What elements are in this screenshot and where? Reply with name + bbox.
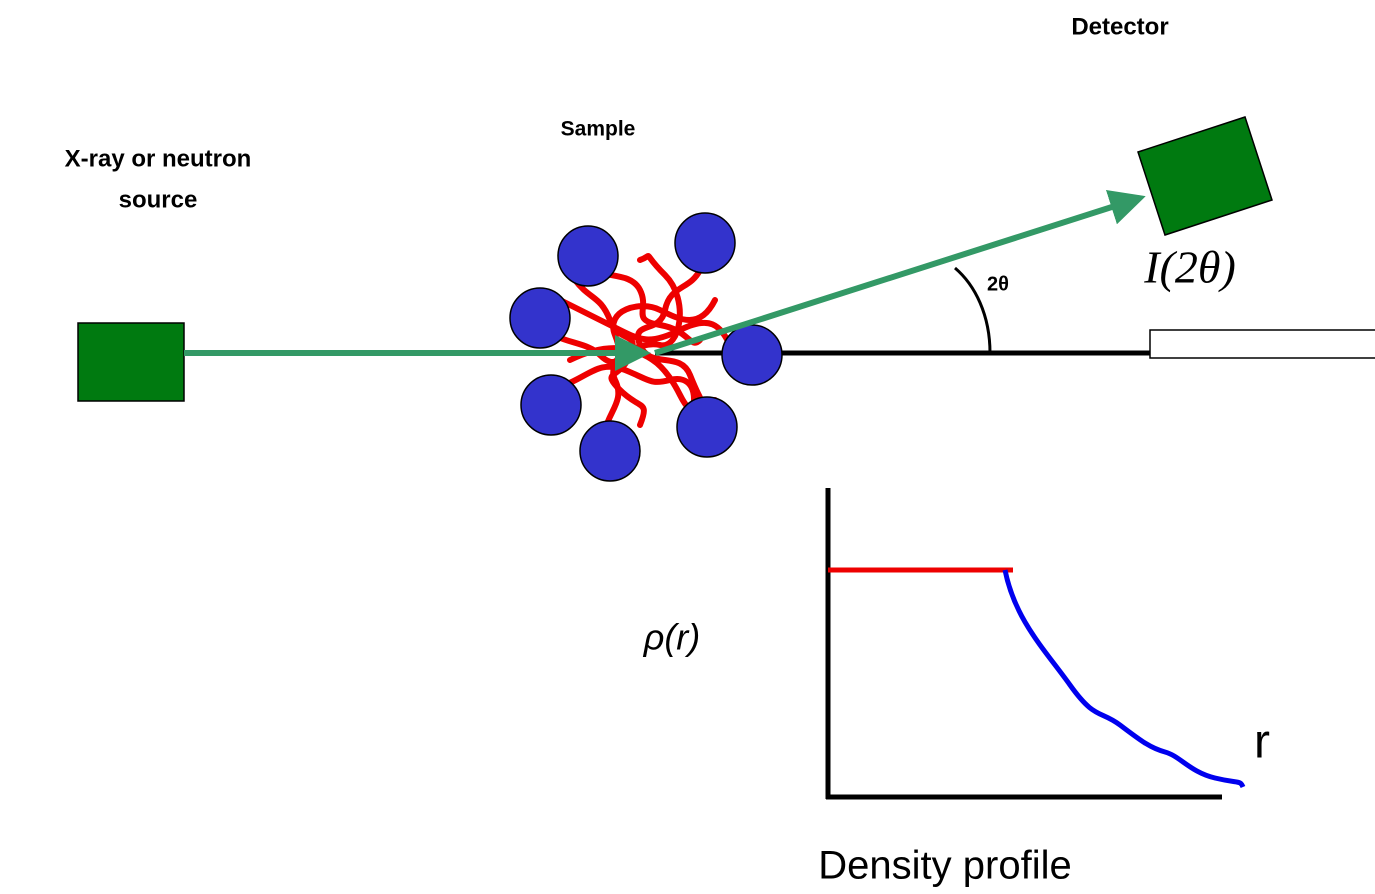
sample-label: Sample — [561, 118, 636, 141]
source-label: source — [119, 186, 198, 213]
detector-box — [1137, 116, 1273, 236]
angle-arc — [954, 266, 992, 354]
micelle-heads — [509, 212, 783, 482]
source-label: X-ray or neutron — [65, 145, 252, 172]
detector-label: Detector — [1071, 13, 1168, 40]
source-box — [77, 322, 185, 402]
beam-stop — [1149, 329, 1375, 359]
y-axis-label: ρ(r) — [643, 617, 701, 658]
scattered-beam — [654, 189, 1146, 356]
x-axis-label: r — [1254, 716, 1270, 769]
angle-label: 2θ — [987, 273, 1009, 295]
corona-density — [1002, 569, 1246, 789]
plot-caption: Density profile — [818, 844, 1071, 888]
intensity-label: I(2θ) — [1143, 242, 1236, 293]
